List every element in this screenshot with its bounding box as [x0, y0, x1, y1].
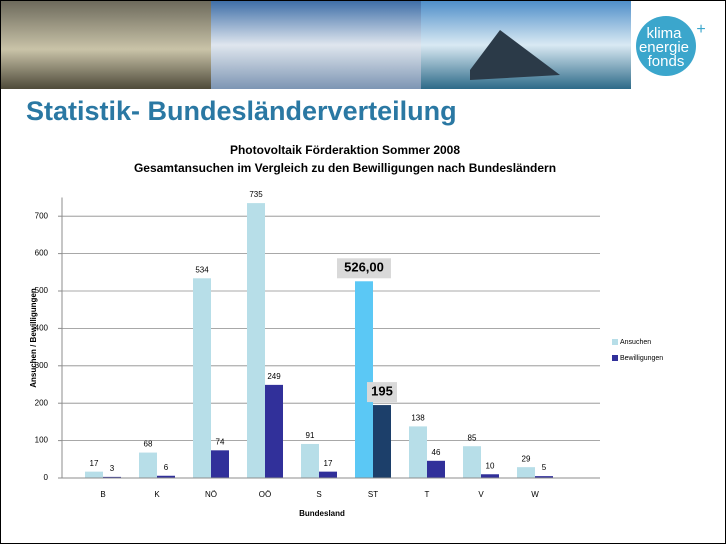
bar	[301, 444, 319, 478]
value-label: 534	[195, 265, 209, 274]
bar	[193, 278, 211, 478]
chart-title: Photovoltaik Förderaktion Sommer 2008	[230, 143, 460, 157]
slide: klima energie fonds + Statistik- Bundesl…	[0, 0, 726, 544]
value-label: 3	[110, 464, 115, 473]
chart-subtitle: Gesamtansuchen im Vergleich zu den Bewil…	[134, 161, 556, 175]
bar	[355, 281, 373, 478]
legend-swatch	[612, 355, 618, 361]
header-image	[211, 1, 421, 89]
x-tick-label: K	[154, 490, 160, 499]
x-tick-label: ST	[368, 490, 378, 499]
y-tick-label: 500	[35, 286, 49, 295]
y-tick-label: 0	[44, 473, 49, 482]
bar	[517, 467, 535, 478]
bar	[409, 426, 427, 478]
value-label: 10	[486, 461, 495, 470]
value-label: 526,00	[344, 260, 384, 275]
page: {"header": {"title": "Statistik- Bundesl…	[0, 0, 726, 549]
value-label: 68	[144, 440, 153, 449]
y-tick-label: 400	[35, 324, 49, 333]
value-label: 74	[216, 437, 225, 446]
y-tick-label: 700	[35, 211, 49, 220]
value-label: 17	[90, 459, 99, 468]
x-axis-label: Bundesland	[299, 509, 345, 518]
value-label: 6	[164, 463, 169, 472]
bar	[85, 472, 103, 478]
bar	[463, 446, 481, 478]
value-label: 138	[411, 413, 425, 422]
value-label: 85	[468, 433, 477, 442]
value-label: 195	[371, 384, 393, 399]
value-label: 29	[522, 454, 531, 463]
value-label: 5	[542, 463, 547, 472]
value-label: 46	[432, 448, 441, 457]
bar	[481, 474, 499, 478]
bar	[319, 472, 337, 478]
x-tick-label: S	[316, 490, 321, 499]
x-tick-label: T	[425, 490, 430, 499]
legend-label: Bewilligungen	[620, 355, 663, 362]
bar	[427, 461, 445, 478]
x-tick-label: B	[100, 490, 105, 499]
bar	[139, 453, 157, 478]
logo-text: fonds	[648, 53, 685, 70]
y-tick-label: 600	[35, 249, 49, 258]
y-axis-label: Ansuchen / Bewilligungen	[29, 288, 38, 388]
bar	[373, 405, 391, 478]
y-tick-label: 200	[35, 398, 49, 407]
y-tick-label: 300	[35, 361, 49, 370]
value-label: 735	[249, 190, 263, 199]
bar	[211, 450, 229, 478]
bar	[247, 203, 265, 478]
x-tick-label: NÖ	[205, 490, 217, 499]
x-tick-label: V	[478, 490, 484, 499]
bar	[265, 385, 283, 478]
slide-title: Statistik- Bundesländerverteilung	[26, 96, 457, 126]
value-label: 249	[267, 372, 281, 381]
legend-swatch	[612, 339, 618, 345]
header-image	[1, 1, 211, 89]
value-label: 91	[306, 431, 315, 440]
logo-plus: +	[696, 21, 705, 38]
x-tick-label: W	[531, 490, 539, 499]
value-label: 17	[324, 459, 333, 468]
y-tick-label: 100	[35, 436, 49, 445]
x-tick-label: OÖ	[259, 490, 271, 499]
legend-label: Ansuchen	[620, 339, 651, 346]
